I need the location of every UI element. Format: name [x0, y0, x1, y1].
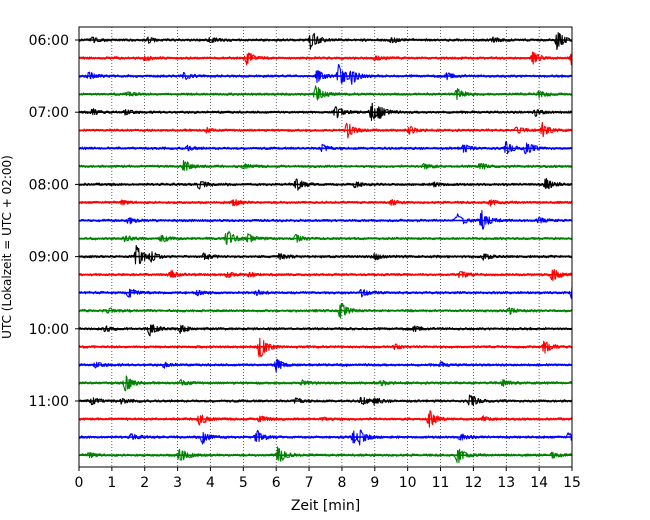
seismogram-trace	[78, 324, 573, 337]
x-axis-ticks: 0 1 2 3 4 5 6 7 8 9 10 11 12 13 14 15	[75, 467, 581, 491]
y-axis-ticks: 06:00 07:00 08:00 09:00 10:00 11:00	[29, 33, 79, 410]
x-tick-label: 7	[305, 475, 314, 491]
x-tick-label: 13	[497, 475, 515, 491]
x-tick-label: 0	[75, 475, 84, 491]
y-tick-label: 06:00	[29, 33, 69, 49]
x-tick-label: 1	[107, 475, 116, 491]
y-tick-label: 09:00	[29, 250, 69, 266]
x-axis-title: Zeit [min]	[291, 498, 360, 514]
y-tick-label: 08:00	[29, 177, 69, 193]
x-tick-label: 12	[464, 475, 482, 491]
x-tick-label: 8	[337, 475, 346, 491]
grid-lines	[111, 27, 540, 467]
seismogram-trace	[78, 244, 573, 265]
x-tick-label: 15	[563, 475, 581, 491]
y-tick-label: 11:00	[29, 394, 69, 410]
y-axis-title: UTC (Lokalzeit = UTC + 02:00)	[0, 155, 14, 339]
seismogram-trace	[78, 63, 573, 85]
seismogram-traces	[78, 32, 573, 464]
x-tick-label: 14	[530, 475, 548, 491]
x-tick-label: 9	[370, 475, 379, 491]
seismogram-trace	[78, 32, 573, 51]
x-tick-label: 10	[399, 475, 417, 491]
plot-frame	[78, 26, 573, 468]
seismogram-trace	[78, 159, 573, 172]
y-tick-label: 10:00	[29, 322, 69, 338]
seismogram-trace	[78, 85, 573, 101]
y-tick-label: 07:00	[29, 105, 69, 121]
x-tick-label: 11	[432, 475, 450, 491]
x-tick-label: 5	[239, 475, 248, 491]
x-tick-label: 2	[140, 475, 149, 491]
x-tick-label: 3	[173, 475, 182, 491]
x-tick-label: 4	[206, 475, 215, 491]
x-tick-label: 6	[272, 475, 281, 491]
